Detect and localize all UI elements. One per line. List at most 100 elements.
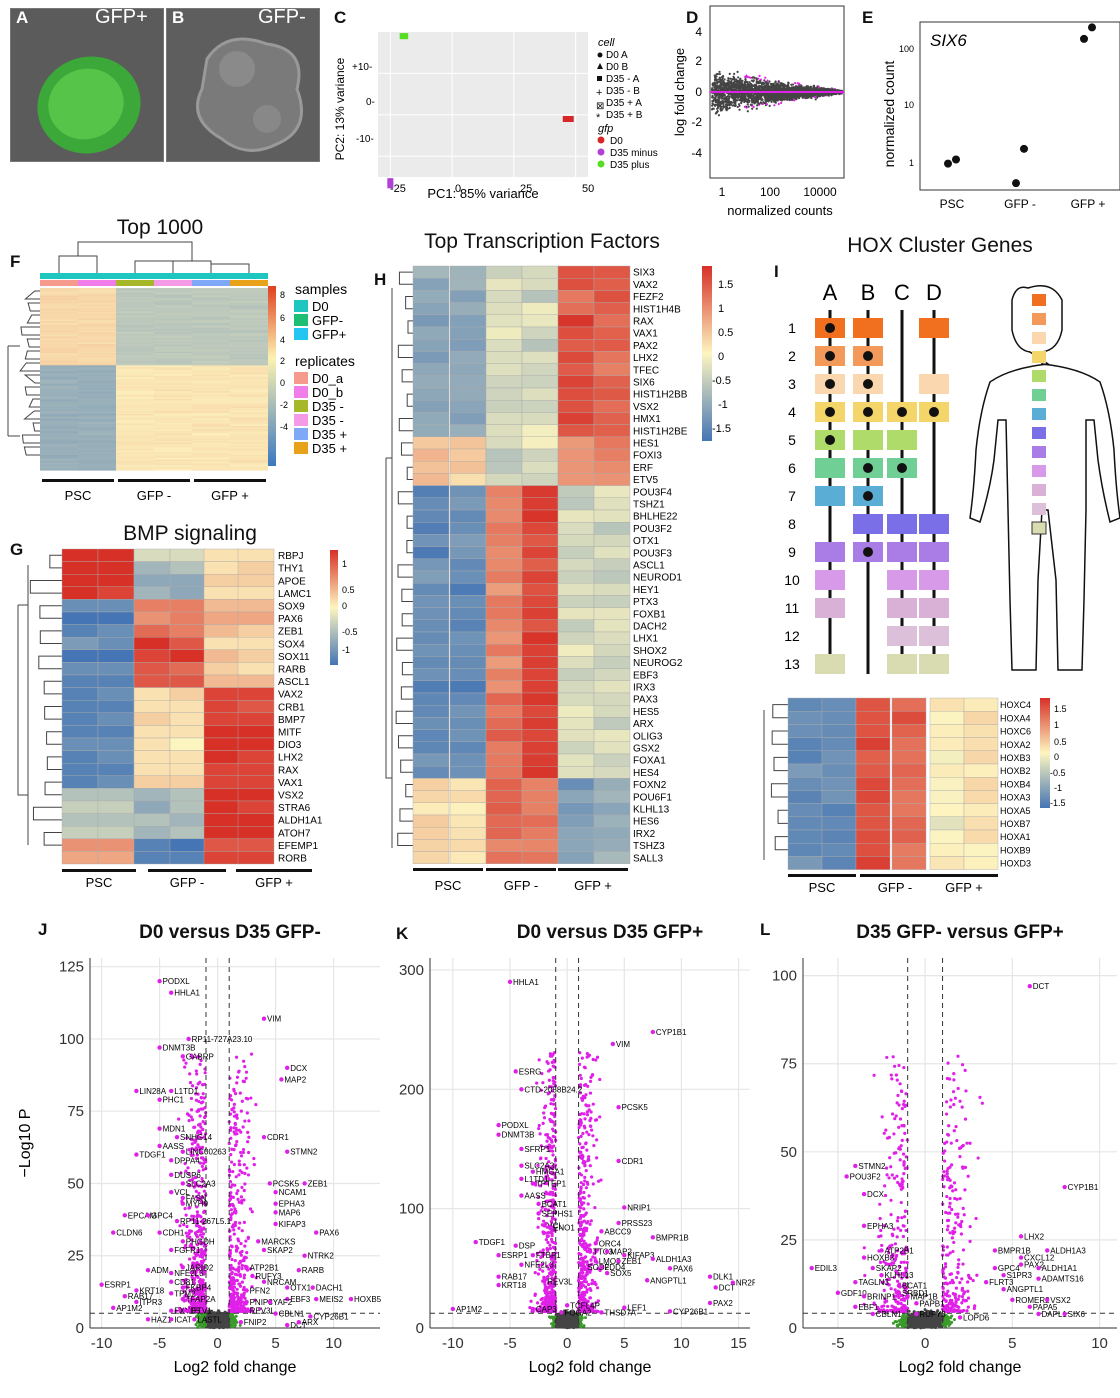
heat-f-cell	[192, 466, 230, 470]
heat-f-cell	[230, 444, 268, 447]
heat-h-gene-label: HIST1H2BB	[633, 390, 688, 401]
volcano-point-ns	[194, 1323, 198, 1327]
ma-point	[743, 85, 747, 88]
heat-f-scale-4: 0	[280, 378, 285, 388]
heat-i-gene-label: HOXA3	[1000, 793, 1031, 803]
heat-f-cell	[192, 292, 230, 295]
heat-f-cell	[40, 310, 78, 313]
heat-g-group-gfpm: GFP -	[170, 875, 204, 890]
heat-f-cell	[154, 333, 192, 336]
ma-point	[732, 76, 736, 79]
hox-row-label: 5	[788, 432, 796, 448]
hox-gene-box	[919, 318, 949, 338]
heat-f-cell	[230, 309, 268, 312]
heat-h-cell	[593, 680, 631, 694]
heat-f-cell	[192, 397, 230, 400]
pca-plot: PC2: 13% variance PC1: 85% variance -25 …	[333, 32, 658, 201]
hox-expressed-dot	[863, 379, 873, 389]
heat-g-cell	[61, 826, 99, 840]
ma-point	[812, 93, 816, 97]
heat-f-cell	[230, 335, 268, 338]
heat-h-group-gfpm: GFP -	[504, 878, 538, 893]
heat-g-cell	[97, 636, 135, 650]
heat-f-cell	[230, 298, 268, 301]
heat-f-cell	[40, 430, 78, 433]
heat-f-cell	[230, 453, 268, 456]
heat-f-group-psc: PSC	[65, 488, 92, 503]
heat-g-cell	[97, 548, 135, 562]
heat-g-gene-label: SOX4	[278, 639, 305, 650]
heat-f-cell	[116, 316, 154, 319]
heat-i-cell	[787, 697, 823, 712]
heat-i-group-psc: PSC	[809, 880, 836, 895]
heat-h-cell	[521, 668, 559, 682]
hox-expressed-dot	[825, 407, 835, 417]
ma-point	[733, 86, 736, 89]
ma-point	[802, 95, 805, 98]
heat-f-cell	[154, 441, 192, 444]
heat-h-cell	[521, 692, 559, 706]
heat-f-cell	[40, 336, 78, 339]
heat-f-cell	[230, 366, 268, 369]
heat-f-cell	[78, 363, 116, 366]
ma-point	[796, 88, 800, 91]
heat-f-cell	[40, 362, 78, 365]
heat-h-cell	[593, 705, 631, 718]
heat-g-cell	[237, 838, 275, 852]
heat-f-cell	[154, 294, 192, 297]
heat-f-cell	[192, 354, 230, 357]
heat-h-cell	[557, 619, 595, 633]
heat-f-cell	[230, 433, 268, 436]
heat-g-cell	[203, 800, 241, 814]
heat-g-cell	[203, 636, 241, 650]
heat-h-cell	[593, 375, 631, 389]
heat-h-cell	[449, 509, 487, 523]
ma-point	[791, 83, 795, 86]
heat-f-cell	[78, 298, 116, 301]
heat-h-cell	[521, 607, 559, 621]
heat-f-cell	[40, 350, 78, 353]
ma-point	[752, 94, 755, 97]
heat-g-gene-label: MITF	[278, 728, 301, 739]
heat-i-gene-label: HOXB2	[1000, 766, 1031, 776]
heat-i-cell	[929, 750, 965, 765]
heat-h-cell	[485, 680, 523, 694]
heat-f-cell	[40, 294, 78, 297]
ma-point	[738, 108, 741, 111]
heat-f-cell	[116, 386, 154, 389]
ma-ytick-3: -2	[691, 115, 702, 129]
ma-point	[805, 89, 809, 92]
heat-i-cell	[787, 803, 823, 817]
heat-h-cell	[557, 473, 595, 486]
ma-point	[764, 101, 767, 105]
heat-f-cell	[230, 363, 268, 366]
heat-h-gene-label: TSHZ3	[633, 841, 665, 852]
heat-f-cell	[116, 426, 154, 429]
heat-f-cell	[116, 341, 154, 344]
ma-point	[774, 101, 777, 104]
heat-i-cell	[787, 737, 823, 751]
hox-gene-box	[815, 598, 845, 618]
heat-f-cell	[40, 306, 78, 309]
heat-g-cell	[97, 725, 135, 739]
ma-point	[711, 84, 714, 87]
heat-f-cell	[116, 295, 154, 298]
heat-h-cell	[412, 607, 450, 621]
heat-i-cell	[929, 856, 965, 870]
heat-g-cell	[169, 737, 207, 751]
heat-h-cell	[485, 338, 523, 352]
ma-point	[718, 70, 721, 73]
heat-i-gene-label: HOXA5	[1000, 806, 1031, 816]
heat-h-cell	[557, 656, 595, 669]
heat-f-cell	[116, 322, 154, 325]
ma-point	[781, 84, 784, 87]
ma-point	[823, 94, 827, 97]
heat-i-scale-5: -1	[1054, 783, 1062, 793]
heat-f-cell	[78, 462, 116, 465]
heat-h-cell	[593, 399, 631, 413]
heat-f-cell	[78, 375, 116, 379]
heat-g-cell	[169, 586, 207, 600]
heat-f-cell	[154, 451, 192, 454]
heat-h-cell	[412, 766, 450, 779]
ma-point	[753, 88, 756, 92]
